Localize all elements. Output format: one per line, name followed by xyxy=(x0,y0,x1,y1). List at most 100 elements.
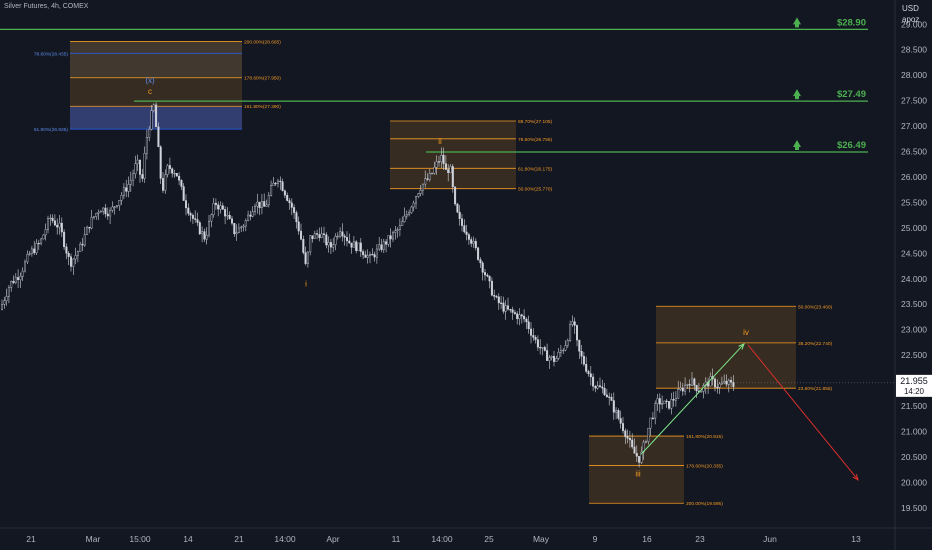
fib-blue-label: 61.80%(26.935) xyxy=(34,127,69,133)
candle-body xyxy=(205,234,208,240)
candle-body xyxy=(601,386,604,389)
candle-body xyxy=(493,294,496,297)
candle-body xyxy=(58,222,61,228)
y-tick-label: 20.500 xyxy=(901,452,927,462)
candle-body xyxy=(175,173,178,177)
candle-body xyxy=(226,214,229,217)
candle-body xyxy=(674,397,677,401)
x-tick-label: 16 xyxy=(642,534,652,544)
candle-body xyxy=(265,204,268,207)
arrow-up-icon xyxy=(793,89,801,100)
candle-body xyxy=(256,201,259,207)
candle-body xyxy=(325,234,328,246)
candle-body xyxy=(474,241,477,249)
candle-body xyxy=(79,243,82,252)
candle-body xyxy=(419,190,422,194)
candle-body xyxy=(651,417,654,419)
candle-body xyxy=(120,195,123,201)
candle-body xyxy=(258,201,261,209)
candle-body xyxy=(362,251,365,256)
candle-body xyxy=(350,242,353,248)
candle-body xyxy=(638,456,641,463)
candle-body xyxy=(615,410,618,413)
candle-body xyxy=(608,396,611,398)
candle-body xyxy=(380,244,383,250)
candle-body xyxy=(369,254,372,256)
x-tick-label: 15:00 xyxy=(129,534,151,544)
candle-body xyxy=(332,244,335,248)
candle-body xyxy=(69,256,72,267)
candle-body xyxy=(24,261,27,272)
candle-body xyxy=(164,174,167,191)
candle-body xyxy=(161,178,164,191)
candle-body xyxy=(302,239,305,253)
resistance-label: $26.49 xyxy=(837,140,866,151)
x-tick-label: 14:00 xyxy=(431,534,453,544)
candle-body xyxy=(428,173,431,180)
candle-body xyxy=(187,207,190,214)
candle-body xyxy=(686,384,689,386)
candle-body xyxy=(479,259,482,264)
candle-body xyxy=(654,403,657,419)
candle-body xyxy=(203,231,206,240)
fib-level-label: 23.60%(21.855) xyxy=(798,386,833,392)
candle-body xyxy=(355,241,358,251)
candle-body xyxy=(456,203,459,213)
candle-body xyxy=(106,213,109,217)
candle-body xyxy=(184,200,187,209)
candle-body xyxy=(497,296,500,304)
candle-body xyxy=(240,226,243,229)
candle-body xyxy=(691,378,694,386)
y-tick-label: 19.500 xyxy=(901,503,927,513)
candle-body xyxy=(152,104,155,111)
arrowhead-up-icon xyxy=(738,342,745,350)
candle-body xyxy=(359,242,362,252)
candle-body xyxy=(451,166,454,188)
candle-body xyxy=(346,237,349,242)
candle-body xyxy=(247,214,250,221)
fib-level-label: 178.60%(27.950) xyxy=(244,76,281,82)
candle-body xyxy=(19,276,22,280)
candle-body xyxy=(141,174,144,179)
y-tick-label: 27.500 xyxy=(901,96,927,106)
candle-body xyxy=(304,252,307,264)
candle-body xyxy=(272,182,275,186)
candle-body xyxy=(511,309,514,313)
candle-body xyxy=(663,400,666,404)
candle-body xyxy=(536,339,539,348)
candle-body xyxy=(410,206,413,213)
candle-body xyxy=(214,202,217,206)
candle-body xyxy=(83,234,86,246)
y-tick-label: 20.000 xyxy=(901,477,927,487)
candle-body xyxy=(67,253,70,257)
candle-body xyxy=(467,234,470,240)
candle-body xyxy=(336,235,339,238)
candle-body xyxy=(488,275,491,282)
candle-body xyxy=(109,210,112,217)
candle-body xyxy=(730,380,733,383)
candle-body xyxy=(26,254,29,263)
candle-body xyxy=(507,305,510,310)
candle-body xyxy=(157,126,160,148)
candle-body xyxy=(129,179,132,185)
candle-body xyxy=(17,277,20,280)
candle-body xyxy=(237,227,240,233)
candle-body xyxy=(318,234,321,238)
candle-body xyxy=(401,221,404,226)
fib-level-label: 50.00%(23.460) xyxy=(798,304,833,310)
candle-body xyxy=(10,280,13,288)
candle-body xyxy=(86,226,89,235)
x-tick-label: 23 xyxy=(695,534,705,544)
candle-body xyxy=(274,182,277,185)
candle-body xyxy=(53,220,56,226)
candle-body xyxy=(603,387,606,396)
candle-body xyxy=(60,222,63,233)
candle-body xyxy=(564,345,567,351)
candle-body xyxy=(5,296,8,301)
candle-body xyxy=(95,213,98,217)
candle-body xyxy=(74,255,77,260)
candle-body xyxy=(313,233,316,239)
candle-body xyxy=(97,211,100,214)
candle-body xyxy=(518,314,521,320)
